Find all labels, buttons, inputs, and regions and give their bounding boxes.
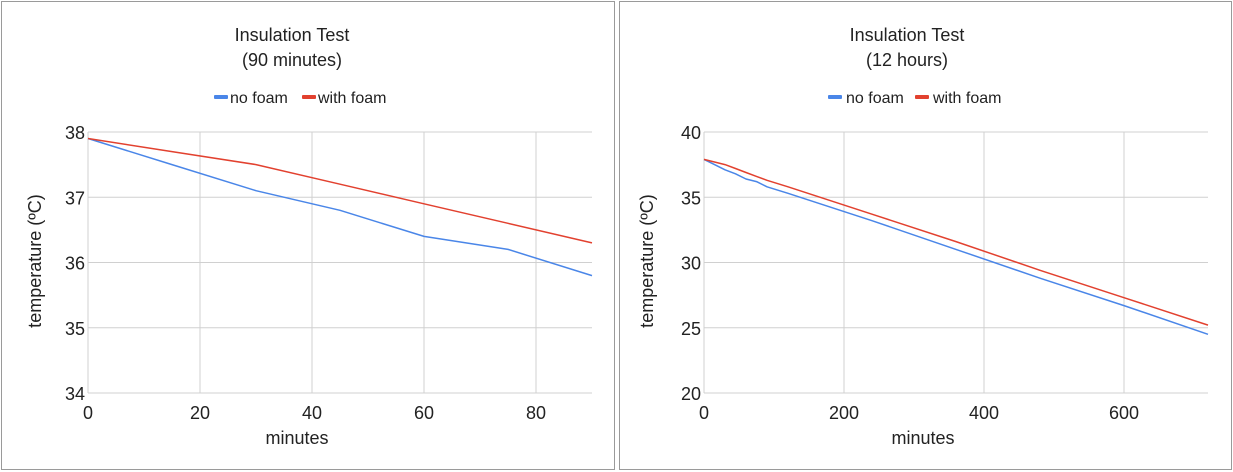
series-line-no-foam: [87, 137, 593, 277]
y-tick-label: 35: [681, 188, 701, 208]
x-tick-label: 80: [526, 403, 546, 423]
y-tick-label: 25: [681, 319, 701, 339]
chart-title-line-1: Insulation Test: [235, 25, 350, 45]
series-line-with-foam: [703, 158, 1209, 326]
chart-panel-90-minutes: Insulation Test (90 minutes) no foam wit…: [1, 1, 615, 470]
chart-panel-12-hours: Insulation Test (12 hours) no foam with …: [619, 1, 1232, 470]
x-tick-label: 0: [699, 403, 709, 423]
y-tick-label: 34: [65, 384, 85, 404]
x-tick-label: 0: [83, 403, 93, 423]
y-tick-label: 40: [681, 123, 701, 143]
legend-swatch-no-foam: [214, 95, 228, 99]
legend-label-no-foam: no foam: [846, 90, 904, 107]
chart-90-minutes: Insulation Test (90 minutes) no foam wit…: [25, 25, 593, 448]
chart-12-hours: Insulation Test (12 hours) no foam with …: [637, 25, 1209, 448]
legend-label-no-foam: no foam: [230, 90, 288, 107]
legend-swatch-with-foam: [302, 95, 316, 99]
series-line-no-foam: [703, 158, 1209, 336]
y-tick-label: 20: [681, 384, 701, 404]
legend-label-with-foam: with foam: [932, 90, 1001, 107]
y-axis-label: temperature (ºC): [637, 194, 657, 328]
series: [703, 158, 1209, 336]
y-tick-label: 30: [681, 254, 701, 274]
grid: [87, 131, 592, 394]
y-tick-label: 36: [65, 254, 85, 274]
y-tick-label: 35: [65, 319, 85, 339]
x-axis-label: minutes: [265, 428, 328, 448]
x-tick-label: 600: [1109, 403, 1139, 423]
chart-title-line-1: Insulation Test: [850, 25, 965, 45]
x-tick-label: 20: [190, 403, 210, 423]
tick-labels: 34 35 36 37 38 0 20 40 60 80: [65, 123, 546, 423]
legend: no foam with foam: [214, 90, 386, 107]
series: [87, 137, 593, 277]
legend-swatch-no-foam: [828, 95, 842, 99]
chart-title-line-2: (12 hours): [866, 50, 948, 70]
legend-label-with-foam: with foam: [317, 90, 386, 107]
grid: [703, 131, 1208, 394]
y-tick-label: 37: [65, 188, 85, 208]
chart-title-line-2: (90 minutes): [242, 50, 342, 70]
y-tick-label: 38: [65, 123, 85, 143]
x-tick-label: 60: [414, 403, 434, 423]
x-axis-label: minutes: [891, 428, 954, 448]
x-tick-label: 40: [302, 403, 322, 423]
x-tick-label: 200: [829, 403, 859, 423]
y-axis-label: temperature (ºC): [25, 194, 45, 328]
x-tick-label: 400: [969, 403, 999, 423]
legend: no foam with foam: [828, 90, 1001, 107]
legend-swatch-with-foam: [915, 95, 929, 99]
series-line-with-foam: [87, 137, 593, 244]
